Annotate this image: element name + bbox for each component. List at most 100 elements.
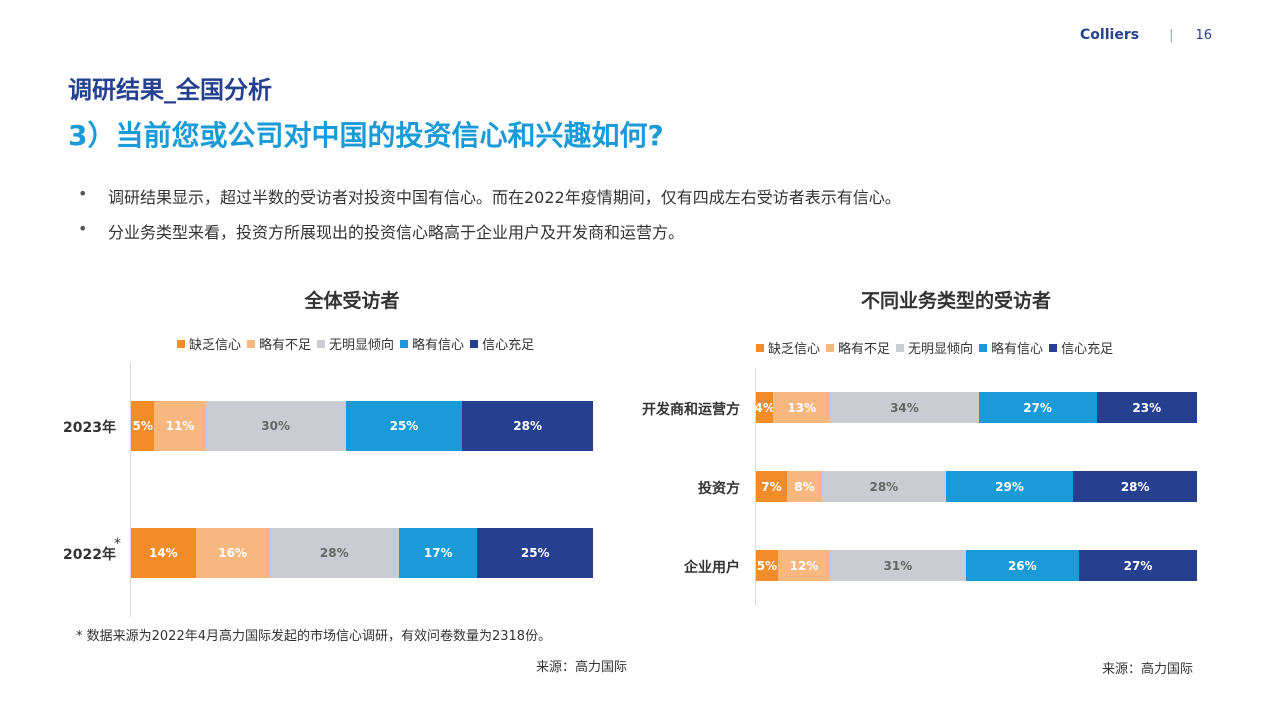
- data-label: 28%: [869, 479, 899, 494]
- bar-segment: 28%: [269, 528, 399, 578]
- page-number: 16: [1195, 27, 1212, 43]
- legend-swatch-icon: [400, 339, 409, 348]
- bar-segment: 12%: [777, 550, 831, 581]
- category-label: 投资方: [698, 480, 740, 497]
- data-label: 25%: [389, 419, 419, 433]
- brand-logo: Colliers: [1080, 27, 1140, 43]
- source-note-right: 来源：高力国际: [1102, 662, 1194, 677]
- bullet-text: 调研结果显示，超过半数的受访者对投资中国有信心。而在2022年疫情期间，仅有四成…: [108, 188, 901, 207]
- chart-legend-overall: 缺乏信心 略有不足 无明显倾向 略有信心 信心充足: [177, 334, 540, 353]
- bar-segment: 16%: [195, 528, 270, 578]
- footnote: * 数据来源为2022年4月高力国际发起的市场信心调研，有效问卷数量为2318份…: [76, 629, 552, 644]
- legend-item: 略有不足: [826, 338, 890, 357]
- bar-segment: 5%: [756, 550, 778, 581]
- category-label: 2023年: [63, 420, 116, 436]
- legend-item: 缺乏信心: [177, 334, 241, 353]
- data-label: 17%: [423, 546, 453, 560]
- legend-swatch-icon: [756, 343, 764, 352]
- bar-segment: 23%: [1096, 392, 1197, 423]
- data-label: 14%: [148, 546, 178, 560]
- category-label: 2022年: [63, 547, 116, 563]
- data-label: 29%: [995, 479, 1024, 494]
- legend-label: 略有不足: [259, 338, 312, 353]
- legend-label: 缺乏信心: [768, 342, 821, 357]
- data-label: 7%: [761, 479, 782, 494]
- data-label: 8%: [794, 479, 815, 494]
- bar-segment: 17%: [398, 528, 478, 578]
- bullet-item: • 分业务类型来看，投资方所展现出的投资信心略高于企业用户及开发商和运营方。: [78, 219, 901, 254]
- data-label: 31%: [883, 558, 913, 573]
- legend-label: 无明显倾向: [908, 342, 974, 357]
- chart-title-overall: 全体受访者: [304, 290, 400, 312]
- legend-item: 略有信心: [400, 334, 464, 353]
- legend-swatch-icon: [317, 339, 326, 348]
- legend-item: 无明显倾向: [896, 338, 973, 357]
- legend-item: 略有不足: [247, 334, 311, 353]
- source-note-left: 来源：高力国际: [536, 660, 628, 675]
- data-label: 28%: [1120, 479, 1150, 494]
- legend-swatch-icon: [247, 339, 256, 348]
- data-label: 28%: [513, 419, 542, 433]
- bar-segment: 30%: [205, 401, 346, 451]
- stacked-bar: 5% 11% 30% 25% 28%: [131, 401, 593, 451]
- data-label: 23%: [1132, 400, 1162, 415]
- category-label: 开发商和运营方: [642, 401, 740, 418]
- header-divider: |: [1169, 27, 1174, 43]
- data-label: 30%: [261, 419, 291, 433]
- data-label: 26%: [1007, 558, 1037, 573]
- legend-item: 无明显倾向: [317, 334, 394, 353]
- legend-label: 略有信心: [412, 338, 465, 353]
- bullet-item: • 调研结果显示，超过半数的受访者对投资中国有信心。而在2022年疫情期间，仅有…: [78, 184, 901, 219]
- bar-segment: 13%: [773, 392, 831, 423]
- bar-segment: 28%: [1073, 471, 1197, 502]
- chart-axis-overall: [130, 362, 131, 617]
- data-label: 12%: [789, 558, 819, 573]
- bar-segment: 28%: [462, 401, 593, 451]
- bullet-dot-icon: •: [78, 219, 88, 238]
- bar-segment: 26%: [965, 550, 1080, 581]
- legend-item: 信心充足: [470, 334, 534, 353]
- bar-segment: 7%: [756, 471, 787, 502]
- legend-swatch-icon: [177, 339, 185, 348]
- legend-label: 略有信心: [991, 342, 1044, 357]
- data-label: 28%: [319, 546, 349, 560]
- stacked-bar: 5% 12% 31% 26% 27%: [756, 550, 1197, 581]
- bar-segment: 11%: [154, 401, 206, 451]
- bar-segment: 28%: [822, 471, 946, 502]
- bullet-dot-icon: •: [78, 184, 88, 203]
- data-label: 13%: [787, 400, 817, 415]
- bar-segment: 25%: [345, 401, 463, 451]
- bar-segment: 27%: [1079, 550, 1197, 581]
- data-label: 27%: [1023, 400, 1052, 415]
- legend-swatch-icon: [979, 343, 988, 352]
- chart-axis-by-type: [755, 368, 756, 606]
- legend-label: 信心充足: [1061, 342, 1114, 357]
- bar-segment: 5%: [131, 401, 155, 451]
- bar-segment: 27%: [978, 392, 1097, 423]
- legend-swatch-icon: [896, 343, 905, 352]
- bullet-text: 分业务类型来看，投资方所展现出的投资信心略高于企业用户及开发商和运营方。: [108, 223, 685, 242]
- data-label: 5%: [756, 558, 778, 573]
- category-label: 企业用户: [684, 559, 740, 576]
- page-title: 3）当前您或公司对中国的投资信心和兴趣如何?: [68, 119, 664, 152]
- section-title: 调研结果_全国分析: [68, 76, 272, 104]
- bar-segment: 29%: [945, 471, 1074, 502]
- legend-swatch-icon: [1049, 343, 1058, 352]
- top-bar: Colliers | 16: [1080, 27, 1212, 43]
- legend-item: 信心充足: [1049, 338, 1113, 357]
- bar-segment: 8%: [786, 471, 823, 502]
- bar-segment: 4%: [755, 392, 775, 423]
- bar-segment: 25%: [477, 528, 593, 578]
- stacked-bar: 4% 13% 34% 27% 23%: [755, 392, 1197, 423]
- legend-label: 缺乏信心: [189, 338, 242, 353]
- chart-legend-by-type: 缺乏信心 略有不足 无明显倾向 略有信心 信心充足: [756, 338, 1119, 357]
- legend-item: 缺乏信心: [756, 338, 820, 357]
- data-label: 34%: [890, 400, 919, 415]
- legend-label: 略有不足: [838, 342, 891, 357]
- bar-segment: 31%: [830, 550, 966, 581]
- data-label: 25%: [520, 546, 550, 560]
- stacked-bar: 7% 8% 28% 29% 28%: [756, 471, 1197, 502]
- data-label: 11%: [165, 419, 195, 433]
- legend-swatch-icon: [826, 343, 835, 352]
- data-label: 16%: [218, 546, 247, 560]
